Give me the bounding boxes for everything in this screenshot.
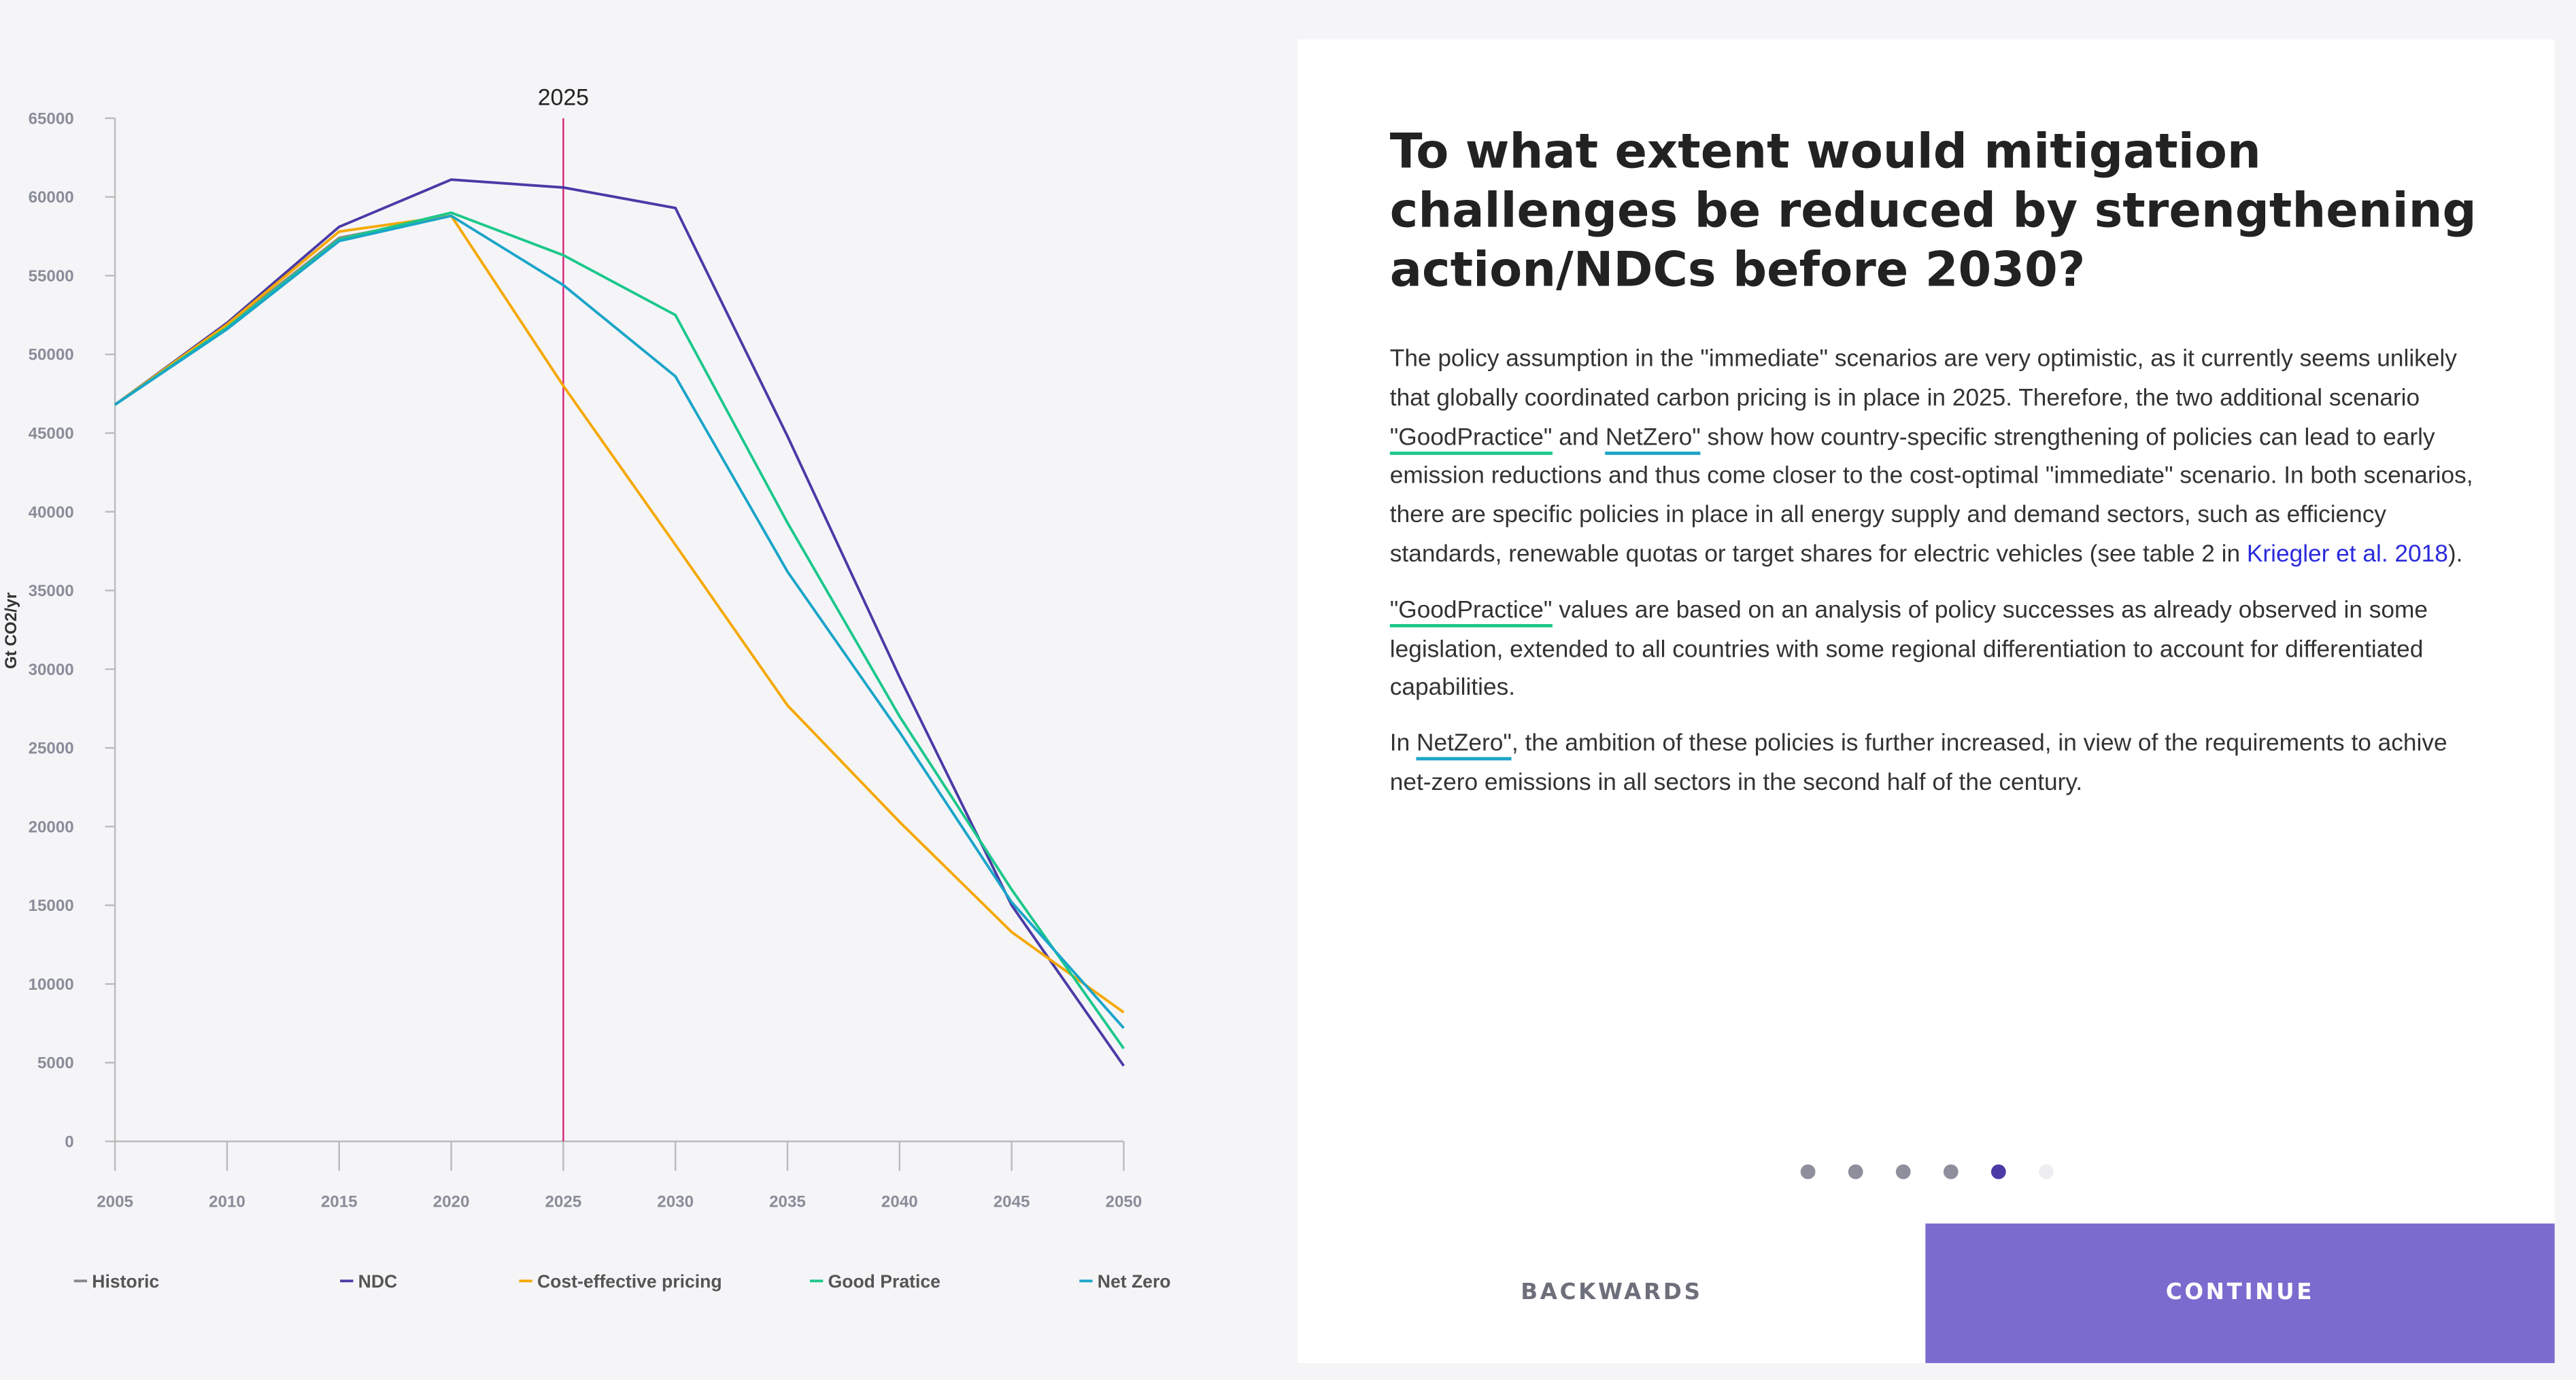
chart: Gt CO2/yr 0 5000 10000 15000 20000 25000 30000… (2, 85, 1171, 1292)
series-line (114, 178, 1125, 1067)
x-tick-label: 2020 (433, 1193, 470, 1211)
y-tick-label: 10000 (29, 976, 74, 994)
x-tick-label: 2015 (321, 1193, 358, 1211)
page-dot-active[interactable] (1990, 1164, 2006, 1179)
continue-button[interactable]: CONTINUE (1925, 1223, 2555, 1364)
question-panel: To what extent would mitigation challeng… (1298, 39, 2555, 1364)
y-tick-label: 35000 (29, 582, 74, 600)
y-tick-label: 30000 (29, 661, 74, 679)
link[interactable]: "GoodPractice" (1389, 597, 1553, 627)
text: , the ambition of these policies is furt… (1389, 731, 2447, 797)
y-tick-label: 50000 (29, 346, 74, 364)
x-tick-label: 2030 (657, 1193, 694, 1211)
paragraph: In NetZero", the ambition of these polic… (1390, 726, 2474, 804)
x-tick-label: 2035 (769, 1193, 806, 1211)
link[interactable]: NetZero" (1417, 731, 1512, 761)
x-tick-label: 2040 (881, 1193, 918, 1211)
text: The policy assumption in the "immediate"… (1389, 346, 2457, 412)
y-tick-label: 0 (65, 1133, 73, 1151)
text: values are based on an analysis of polic… (1389, 597, 2428, 702)
y-tick-label: 55000 (29, 267, 74, 286)
page-dot[interactable] (1943, 1164, 1959, 1179)
series-line (114, 214, 452, 406)
page-dot[interactable] (1800, 1164, 1816, 1179)
legend-label: NDC (358, 1271, 398, 1292)
question-body: The policy assumption in the "immediate"… (1389, 341, 2474, 821)
legend-label: Good Pratice (828, 1271, 940, 1292)
link[interactable]: "GoodPractice" (1389, 424, 1553, 455)
x-tick-label: 2010 (209, 1193, 245, 1211)
series-line (114, 214, 1125, 1014)
page-dot[interactable] (2039, 1164, 2054, 1179)
legend-label: Cost-effective pricing (537, 1271, 722, 1292)
y-tick-label: 25000 (29, 740, 74, 758)
series-line (114, 214, 1125, 1029)
question-title: To what extent would mitigation challeng… (1389, 123, 2477, 298)
y-tick-label: 15000 (29, 897, 74, 915)
x-tick-label: 2005 (97, 1193, 133, 1211)
x-tick-label: 2045 (994, 1193, 1030, 1211)
page-dot[interactable] (1848, 1164, 1863, 1179)
text: show how country-specific strengthening … (1389, 424, 2473, 568)
legend-label: Historic (92, 1271, 159, 1292)
y-tick-label: 5000 (37, 1054, 74, 1073)
x-tick-label: 2050 (1106, 1193, 1142, 1211)
y-tick-label: 40000 (29, 503, 74, 521)
y-tick-label: 45000 (29, 424, 74, 443)
y-axis-label: Gt CO2/yr (2, 592, 20, 669)
backwards-button[interactable]: BACKWARDS (1521, 1279, 1703, 1306)
series-line (114, 211, 1125, 1050)
text: and (1552, 424, 1606, 451)
y-tick-label: 20000 (29, 818, 74, 836)
text: ). (2447, 542, 2463, 568)
link[interactable]: NetZero" (1605, 424, 1701, 455)
legend-label: Net Zero (1098, 1271, 1171, 1292)
paragraph: The policy assumption in the "immediate"… (1389, 341, 2474, 576)
x-tick-label: 2025 (545, 1193, 581, 1211)
y-tick-label: 65000 (29, 109, 74, 128)
page-dot[interactable] (1895, 1164, 1911, 1179)
link[interactable]: Kriegler et al. 2018 (2246, 542, 2448, 568)
text: In (1389, 731, 1417, 758)
paragraph: "GoodPractice" values are based on an an… (1389, 593, 2474, 710)
marker-label: 2025 (538, 85, 589, 111)
y-tick-label: 60000 (29, 188, 74, 207)
